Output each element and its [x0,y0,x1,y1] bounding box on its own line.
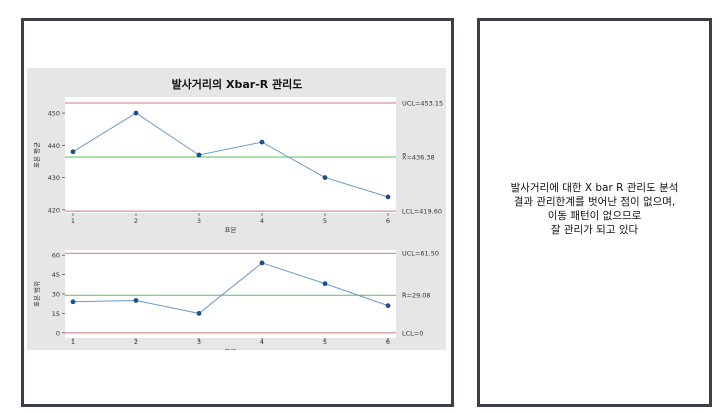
xbar-data-point [196,152,202,158]
range-x-tick-label: 6 [386,338,390,346]
xbar-data-point [133,110,139,116]
xbar-data-point [322,175,328,180]
xbar-x-tick-label: 6 [386,217,390,225]
range-y-tick-label: 15 [52,310,60,318]
range-data-point [322,281,328,287]
range-x-tick-label: 2 [134,338,138,346]
xbar-y-tick-label: 450 [48,110,60,118]
range-data-point [196,311,202,316]
xbar-y-tick-label: 440 [48,142,60,150]
chart-area: 발사거리의 Xbar-R 관리도 420 430 440 450 1 2 3 4 5 6 표본 표본 평… [27,68,446,350]
range-x-axis-label: 표본 [225,348,237,350]
range-series-line [72,262,389,314]
xbar-data-point [70,149,76,155]
range-lcl-label: LCL=0 [402,329,423,337]
xbar-y-axis-label: 표본 평균 [32,142,41,168]
conclusion-text: 발사거리에 대한 X bar R 관리도 분석 결과 관리한계를 벗어난 점이 … [488,181,701,237]
range-data-point [70,299,76,305]
range-x-tick-label: 4 [260,338,264,346]
xbar-x-tick-label: 5 [323,217,327,225]
range-y-tick-label: 0 [56,329,60,337]
range-y-tick-label: 45 [52,271,60,279]
conclusion-line: 결과 관리한계를 벗어난 점이 없으며, [513,196,676,208]
xbar-y-tick-label: 430 [48,174,60,182]
range-ucl-label: UCL=61.50 [402,250,439,258]
xbar-x-axis-label: 표본 [225,226,237,234]
xbar-data-point [259,139,265,145]
conclusion-line: 이동 패턴이 없으므로 [547,210,642,222]
conclusion-panel: 발사거리에 대한 X bar R 관리도 분석 결과 관리한계를 벗어난 점이 … [477,18,712,407]
range-x-tick-label: 3 [197,338,201,346]
range-x-tick-label: 5 [323,338,327,346]
xbar-y-tick-label: 420 [48,206,60,214]
xbar-lcl-label: LCL=419.60 [402,208,442,216]
conclusion-line: 잘 관리가 되고 있다 [550,224,639,236]
range-center-label: R̄=29.08 [402,291,431,300]
xbar-series-line [72,112,389,198]
xbar-data-point [385,194,391,200]
xbar-x-tick-label: 3 [197,217,201,225]
chart-title: 발사거리의 Xbar-R 관리도 [172,77,303,91]
xbar-center-label: X̿=436.38 [402,152,435,161]
range-y-tick-label: 60 [52,252,60,260]
range-data-point [133,298,139,303]
xbar-x-tick-label: 1 [71,217,75,225]
range-y-tick-label: 30 [52,291,60,299]
xbar-plot-area [65,97,396,213]
xbar-x-tick-label: 2 [134,217,138,225]
range-x-tick-label: 1 [71,338,75,346]
conclusion-line: 발사거리에 대한 X bar R 관리도 분석 [510,182,679,194]
chart-panel: 발사거리의 Xbar-R 관리도 420 430 440 450 1 2 3 4 5 6 표본 표본 평… [21,18,454,407]
range-data-point [385,303,391,309]
xbar-ucl-label: UCL=453.15 [402,99,443,107]
range-plot-area [65,250,396,338]
range-data-point [259,260,265,266]
xbar-x-tick-label: 4 [260,217,264,225]
range-y-axis-label: 표본 범위 [32,281,41,307]
